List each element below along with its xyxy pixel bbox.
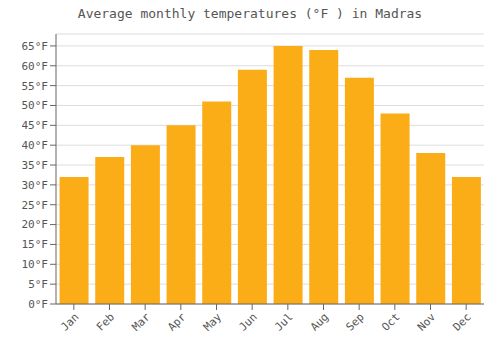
svg-text:15°F: 15°F bbox=[22, 238, 49, 251]
svg-text:Sep: Sep bbox=[344, 310, 367, 333]
svg-text:25°F: 25°F bbox=[22, 199, 49, 212]
svg-text:10°F: 10°F bbox=[22, 258, 49, 271]
svg-text:Nov: Nov bbox=[415, 310, 439, 334]
svg-text:20°F: 20°F bbox=[22, 218, 49, 231]
svg-text:50°F: 50°F bbox=[22, 99, 49, 112]
svg-text:May: May bbox=[201, 310, 225, 334]
svg-text:35°F: 35°F bbox=[22, 159, 49, 172]
svg-text:Mar: Mar bbox=[130, 310, 154, 334]
svg-text:30°F: 30°F bbox=[22, 179, 49, 192]
html-text:Average monthly temperatures (: Average monthly temperatures (°F ) in Ma… bbox=[77, 6, 423, 21]
svg-text:40°F: 40°F bbox=[22, 139, 49, 152]
svg-text:55°F: 55°F bbox=[22, 80, 49, 93]
svg-text:Oct: Oct bbox=[379, 310, 402, 333]
svg-text:Feb: Feb bbox=[94, 310, 117, 333]
svg-text:0°F: 0°F bbox=[28, 298, 48, 311]
svg-text:Jun: Jun bbox=[237, 310, 260, 333]
svg-text:Jul: Jul bbox=[272, 310, 295, 333]
svg-text:65°F: 65°F bbox=[22, 40, 49, 53]
svg-text:Jan: Jan bbox=[58, 310, 81, 333]
svg-text:Aug: Aug bbox=[308, 310, 331, 333]
svg-text:Dec: Dec bbox=[451, 310, 474, 333]
svg-text:Apr: Apr bbox=[165, 310, 189, 334]
svg-text:60°F: 60°F bbox=[22, 60, 49, 73]
svg-text:45°F: 45°F bbox=[22, 119, 49, 132]
svg-text:5°F: 5°F bbox=[28, 278, 48, 291]
